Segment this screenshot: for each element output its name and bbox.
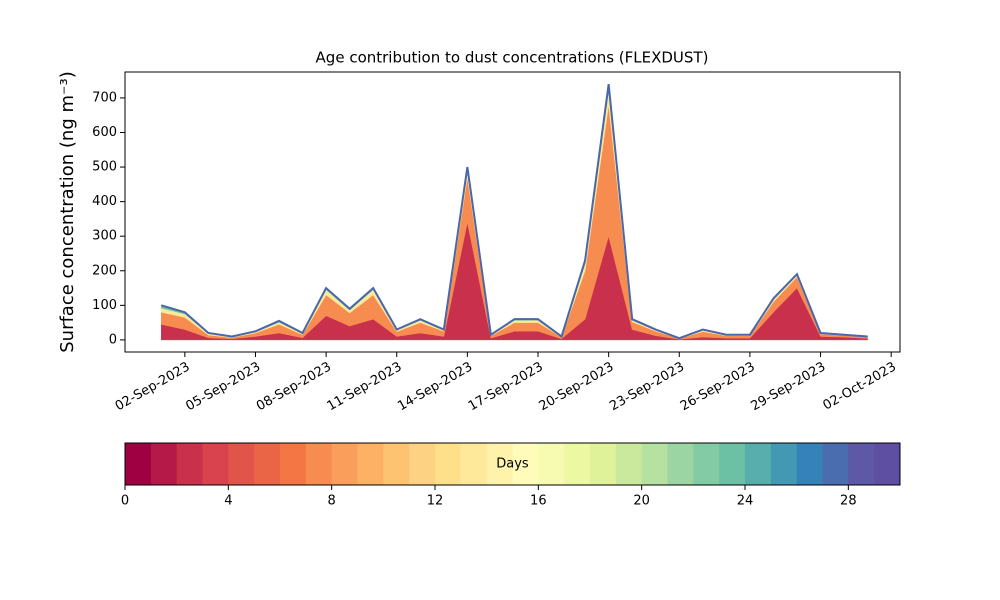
area [161,104,868,340]
colorbar-swatch [228,443,255,485]
y-tick-label: 200 [92,263,117,278]
colorbar-swatch [564,443,591,485]
colorbar-swatch [150,443,178,485]
colorbar-swatch [745,443,772,485]
colorbar-tick-label: 28 [840,494,857,509]
colorbar-tick-label: 24 [737,494,754,509]
colorbar-swatch [822,443,849,485]
colorbar-swatch [615,443,643,485]
outline [161,83,868,340]
colorbar-tick-label: 16 [530,494,547,509]
colorbar-swatch [719,443,746,485]
area [161,90,868,339]
y-tick-label: 100 [92,298,117,313]
chart-title: Age contribution to dust concentrations … [316,49,709,67]
colorbar-swatch [512,443,539,485]
colorbar-tick-label: 20 [633,494,650,509]
colorbar-swatch [280,443,307,485]
colorbar-swatch [176,443,203,485]
y-tick-label: 700 [92,90,117,105]
x-tick-label: 26-Sep-2023 [678,360,758,415]
colorbar-swatch [409,443,436,485]
y-tick-label: 500 [92,160,117,175]
colorbar-swatch [486,443,513,485]
colorbar-tick-label: 0 [121,494,129,509]
colorbar-frame [124,442,901,486]
x-tick-label: 05-Sep-2023 [183,360,263,415]
colorbar-swatch [357,443,384,485]
colorbar-swatch [590,443,617,485]
colorbar-swatch [383,443,410,485]
x-tick-label: 11-Sep-2023 [325,360,405,415]
colorbar-swatch [693,443,720,485]
x-tick-label: 23-Sep-2023 [607,360,687,415]
colorbar-swatch [254,443,281,485]
y-axis-label: Surface concentration (ng m⁻³) [57,71,78,353]
x-tick-label: 02-Sep-2023 [113,360,193,415]
colorbar-swatch [770,443,798,485]
colorbar-swatch [305,443,333,485]
colorbar-swatch [460,443,488,485]
plot-frame [124,71,901,353]
x-tick-label: 02-Oct-2023 [821,360,899,414]
x-tick-label: 29-Sep-2023 [748,360,828,415]
colorbar-tick-label: 4 [224,494,232,509]
colorbar-tick-label: 12 [427,494,444,509]
x-tick-label: 14-Sep-2023 [395,360,475,415]
area [161,84,868,339]
colorbar-swatch [125,443,152,485]
colorbar-label: Days [496,457,529,472]
y-tick-label: 600 [92,125,117,140]
y-tick-label: 400 [92,194,117,209]
y-tick-label: 0 [109,332,117,347]
colorbar-swatch [874,443,901,485]
y-tick-label: 300 [92,229,117,244]
colorbar-swatch [796,443,823,485]
x-tick-label: 17-Sep-2023 [466,360,546,415]
colorbar-swatch [848,443,875,485]
colorbar-swatch [331,443,358,485]
x-tick-label: 08-Sep-2023 [254,360,334,415]
colorbar-swatch [538,443,565,485]
colorbar-swatch [202,443,229,485]
colorbar-swatch [667,443,694,485]
x-tick-label: 20-Sep-2023 [537,360,617,415]
colorbar-swatch [435,443,462,485]
colorbar-tick-label: 8 [328,494,336,509]
colorbar-swatch [641,443,668,485]
